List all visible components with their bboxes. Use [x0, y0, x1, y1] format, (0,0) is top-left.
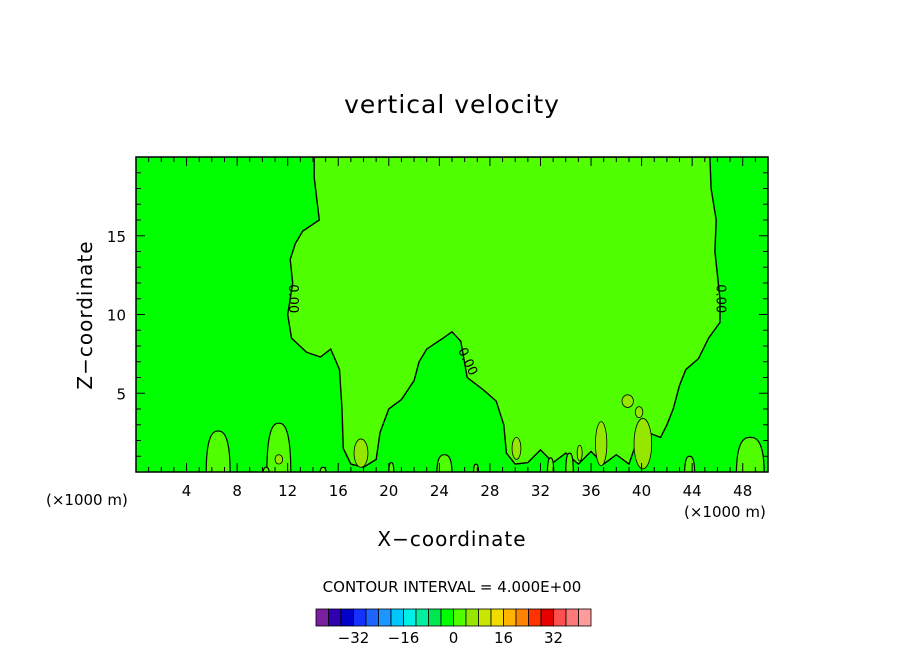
ascent-region: [286, 157, 721, 469]
x-tick-label: 32: [531, 482, 550, 500]
y-axis-title: Z−coordinate: [73, 240, 97, 389]
colorbar-swatch: [428, 608, 442, 627]
colorbar-swatch: [315, 608, 329, 627]
contour-label-0: 0.00: [285, 284, 300, 313]
x-unit-label-left: (×1000 m): [46, 491, 128, 509]
colorbar-swatch: [415, 608, 429, 627]
chart-title: vertical velocity: [344, 90, 560, 119]
x-axis-title: X−coordinate: [377, 527, 526, 551]
colorbar-swatch: [578, 608, 592, 627]
colorbar-swatch: [390, 608, 404, 627]
x-tick-label: 28: [480, 482, 499, 500]
plot-area: 0.000.000.00: [136, 157, 768, 472]
colorbar-swatch: [365, 608, 379, 627]
contour-interval-label: CONTOUR INTERVAL = 4.000E+00: [323, 578, 582, 596]
x-tick-label: 20: [379, 482, 398, 500]
x-unit-label-right: (×1000 m): [684, 503, 766, 521]
colorbar-tick-label: 32: [544, 629, 563, 647]
surface-updraft-3: [436, 454, 453, 472]
x-tick-label: 8: [232, 482, 242, 500]
colorbar-tick-label: 0: [449, 629, 459, 647]
updraft-cell-3: [633, 418, 653, 470]
surface-updraft-1: [266, 422, 292, 472]
x-tick-label: 40: [632, 482, 651, 500]
updraft-cell-6: [274, 454, 284, 465]
colorbar-swatch: [340, 608, 354, 627]
colorbar-swatch: [440, 608, 454, 627]
updraft-cell-0: [353, 438, 369, 468]
colorbar-tick-label: −16: [388, 629, 420, 647]
colorbar-swatch: [403, 608, 417, 627]
x-tick-label: 4: [182, 482, 192, 500]
y-tick-label: 10: [107, 307, 126, 325]
colorbar-swatch: [478, 608, 492, 627]
colorbar-tick-label: 16: [494, 629, 513, 647]
updraft-cell-1: [511, 436, 522, 460]
colorbar-tick-label: −32: [338, 629, 370, 647]
colorbar-swatch: [465, 608, 479, 627]
surface-updraft-0: [205, 430, 231, 472]
x-tick-label: 44: [683, 482, 702, 500]
updraft-cell-5: [634, 406, 644, 419]
updraft-cell-7: [576, 444, 583, 462]
x-tick-label: 24: [430, 482, 449, 500]
x-tick-label: 36: [581, 482, 600, 500]
colorbar-swatch: [378, 608, 392, 627]
colorbar-swatch: [328, 608, 342, 627]
colorbar-swatch: [528, 608, 542, 627]
colorbar-swatch: [490, 608, 504, 627]
colorbar: −32 −16 0 16 32: [315, 608, 592, 647]
colorbar-swatch: [515, 608, 529, 627]
x-tick-label: 48: [733, 482, 752, 500]
x-tick-label: 12: [278, 482, 297, 500]
colorbar-swatch: [565, 608, 579, 627]
updraft-cell-2: [595, 421, 608, 467]
surface-updraft-2: [735, 436, 765, 472]
surface-updraft-4: [262, 466, 270, 472]
colorbar-swatch: [540, 608, 554, 627]
colorbar-swatch: [453, 608, 467, 627]
colorbar-swatch: [553, 608, 567, 627]
updraft-cell-4: [621, 394, 634, 408]
colorbar-swatch: [353, 608, 367, 627]
surface-updraft-9: [565, 452, 574, 472]
x-tick-label: 16: [329, 482, 348, 500]
colorbar-swatch: [503, 608, 517, 627]
contour-label-2: 0.00: [712, 284, 727, 313]
y-tick-label: 15: [107, 228, 126, 246]
surface-updraft-10: [546, 457, 555, 472]
y-tick-label: 5: [116, 385, 126, 403]
